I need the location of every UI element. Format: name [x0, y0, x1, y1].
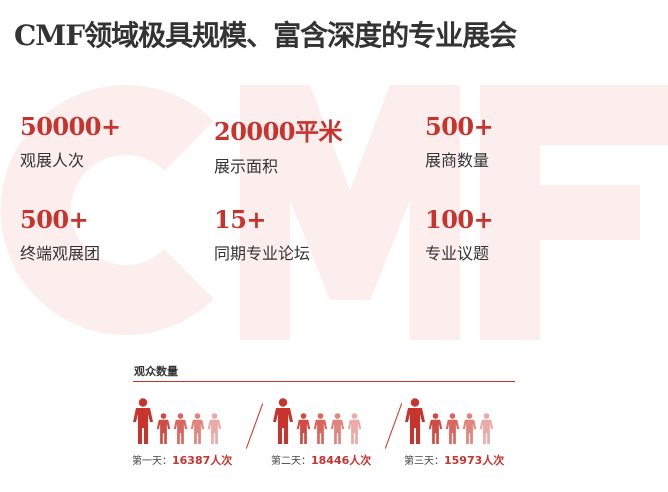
person-icon [405, 398, 425, 444]
audience-heading: 观众数量 [134, 365, 178, 378]
stat-value: 100+ [425, 205, 494, 234]
person-icon [445, 413, 460, 444]
stat-area: 20000平米展示面积 [214, 112, 343, 177]
person-icon [133, 398, 153, 444]
stat-delegations: 500+ 终端观展团 [20, 205, 100, 264]
stat-value: 15+ [214, 205, 267, 234]
day-label: 第一天： [132, 456, 172, 467]
person-icon [296, 413, 311, 444]
stat-label: 展商数量 [425, 151, 490, 170]
person-icon [479, 413, 494, 444]
person-icon [330, 413, 345, 444]
day2-count: 第二天：18446人次 [271, 452, 371, 468]
day1-count: 第一天：16387人次 [132, 452, 232, 468]
person-icon [173, 413, 188, 444]
people-group-day1 [132, 398, 224, 444]
page-title: CMF领域极具规模、富含深度的专业展会 [14, 19, 517, 52]
person-icon [273, 398, 293, 444]
day-value: 18446人次 [311, 454, 372, 467]
separator-slash [384, 403, 403, 449]
day3-count: 第三天：15973人次 [404, 452, 504, 468]
stat-value: 50000+ [20, 112, 121, 141]
person-icon [156, 413, 171, 444]
day-value: 16387人次 [172, 454, 233, 467]
day-value: 15973人次 [444, 454, 505, 467]
people-group-day2 [272, 398, 364, 444]
stat-value: 20000平米 [214, 117, 343, 146]
stat-forums: 15+ 同期专业论坛 [214, 205, 310, 264]
person-icon [347, 413, 362, 444]
stat-label: 同期专业论坛 [214, 244, 311, 263]
cmf-watermark [0, 85, 668, 340]
stat-exhibitors: 500+ 展商数量 [425, 112, 494, 171]
stat-visitors: 50000+ 观展人次 [20, 112, 121, 171]
person-icon [313, 413, 328, 444]
person-icon [462, 413, 477, 444]
person-icon [207, 413, 222, 444]
stat-label: 观展人次 [20, 151, 85, 170]
stat-value: 500+ [425, 112, 494, 141]
day-label: 第二天： [271, 456, 311, 467]
divider [133, 381, 515, 382]
people-group-day3 [404, 398, 496, 444]
stat-label: 专业议题 [425, 244, 490, 263]
stat-label: 展示面积 [214, 157, 279, 176]
stat-value: 500+ [20, 205, 89, 234]
separator-slash [245, 403, 264, 449]
stat-label: 终端观展团 [20, 244, 101, 263]
person-icon [428, 413, 443, 444]
stat-topics: 100+ 专业议题 [425, 205, 494, 264]
day-label: 第三天： [404, 456, 444, 467]
person-icon [190, 413, 205, 444]
